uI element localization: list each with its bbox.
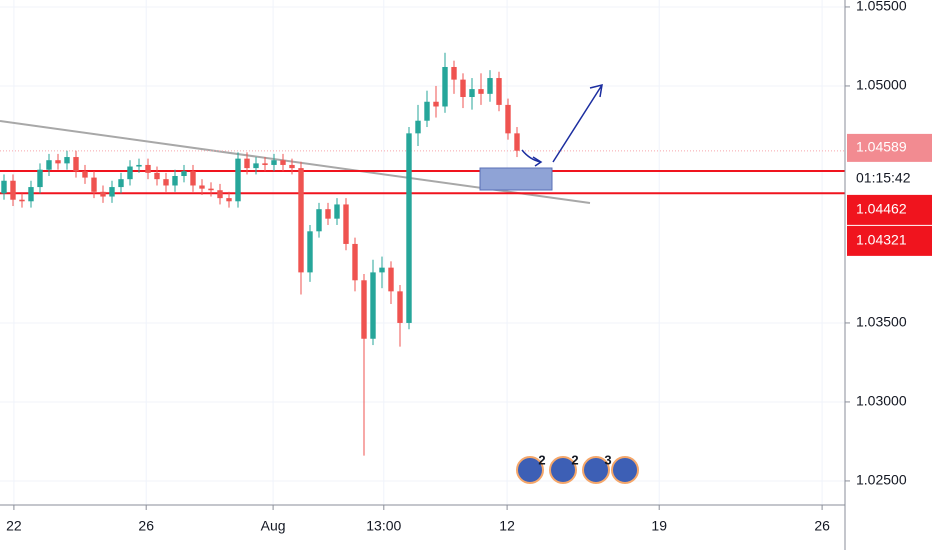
candle-body bbox=[181, 171, 187, 177]
candle-body bbox=[145, 164, 151, 173]
trend-line bbox=[0, 120, 591, 204]
candle-body bbox=[73, 157, 79, 172]
candle-body bbox=[28, 187, 34, 202]
candle-body bbox=[10, 180, 16, 200]
levels bbox=[0, 150, 845, 195]
y-tick-label: 1.02500 bbox=[856, 472, 907, 488]
candle-body bbox=[244, 158, 250, 169]
candle-body bbox=[343, 204, 349, 244]
candle-body bbox=[64, 157, 70, 164]
candle-body bbox=[1, 180, 7, 194]
candle-body bbox=[352, 243, 358, 281]
candle-body bbox=[397, 291, 403, 323]
candle-body bbox=[370, 272, 376, 339]
countdown-box bbox=[847, 164, 932, 193]
event-icon bbox=[549, 456, 577, 484]
y-tick-label: 1.05000 bbox=[856, 77, 907, 93]
last-price-label: 1.04589 bbox=[856, 139, 907, 155]
event-count: 3 bbox=[604, 452, 611, 467]
candle-body bbox=[253, 163, 259, 169]
x-tick-label: 26 bbox=[138, 518, 154, 534]
candle-body bbox=[325, 209, 331, 219]
x-tick-label: Aug bbox=[261, 518, 286, 534]
candle-body bbox=[388, 267, 394, 292]
x-tick-label: 12 bbox=[499, 518, 515, 534]
x-tick-label: 13:00 bbox=[366, 518, 401, 534]
candle-body bbox=[496, 78, 502, 105]
candle-body bbox=[271, 160, 277, 165]
candle-body bbox=[82, 171, 88, 178]
x-tick-label: 26 bbox=[814, 518, 830, 534]
candle-body bbox=[460, 79, 466, 98]
candle-body bbox=[316, 209, 322, 232]
candle-body bbox=[433, 101, 439, 107]
last-price-box bbox=[847, 133, 932, 162]
candle-body bbox=[163, 179, 169, 186]
candle-body bbox=[478, 89, 484, 94]
candle-body bbox=[109, 187, 115, 197]
candle-body bbox=[127, 166, 133, 180]
candle-body bbox=[280, 160, 286, 165]
candle-body bbox=[136, 164, 142, 167]
level-box bbox=[847, 194, 932, 225]
candle-body bbox=[406, 133, 412, 323]
candle-body bbox=[514, 133, 520, 151]
candle-body bbox=[190, 171, 196, 186]
candle-body bbox=[415, 120, 421, 134]
candle-body bbox=[91, 177, 97, 192]
candle-body bbox=[199, 185, 205, 189]
candle-body bbox=[226, 198, 232, 202]
candle-body bbox=[262, 163, 268, 165]
candles bbox=[1, 52, 520, 456]
level-label: 1.04462 bbox=[856, 201, 907, 217]
zone-box bbox=[479, 167, 553, 191]
arrow bbox=[521, 149, 543, 167]
candle-body bbox=[361, 280, 367, 339]
candle-body bbox=[451, 66, 457, 80]
candle-body bbox=[19, 199, 25, 202]
x-tick-label: 22 bbox=[6, 518, 22, 534]
candle-body bbox=[442, 66, 448, 107]
candle-body bbox=[208, 188, 214, 191]
y-tick-label: 1.03500 bbox=[856, 314, 907, 330]
event-count: 2 bbox=[538, 452, 545, 467]
x-tick-label: 19 bbox=[651, 518, 667, 534]
candle-body bbox=[289, 164, 295, 169]
candle-body bbox=[55, 160, 61, 164]
y-tick-label: 1.03000 bbox=[856, 393, 907, 409]
candle-body bbox=[235, 158, 241, 202]
candle-body bbox=[172, 176, 178, 186]
candle-body bbox=[469, 89, 475, 98]
candle-body bbox=[298, 168, 304, 273]
candle-body bbox=[334, 204, 340, 219]
candle-body bbox=[307, 231, 313, 273]
candle-body bbox=[505, 104, 511, 134]
arrow bbox=[552, 83, 603, 163]
countdown-label: 01:15:42 bbox=[856, 170, 911, 186]
event-icon bbox=[582, 456, 610, 484]
candle-body bbox=[424, 101, 430, 121]
candle-body bbox=[100, 191, 106, 197]
candle-body bbox=[37, 169, 43, 188]
level-box bbox=[847, 225, 932, 256]
event-icon bbox=[611, 456, 639, 484]
event-icon bbox=[516, 456, 544, 484]
y-tick-label: 1.05500 bbox=[856, 0, 907, 14]
candle-body bbox=[379, 267, 385, 273]
candle-body bbox=[46, 160, 52, 170]
event-count: 2 bbox=[571, 452, 578, 467]
candle-body bbox=[217, 190, 223, 199]
grid bbox=[0, 0, 845, 505]
level-label: 1.04321 bbox=[856, 232, 907, 248]
event-icons bbox=[516, 456, 639, 484]
candle-body bbox=[154, 172, 160, 180]
candle-body bbox=[487, 78, 493, 94]
candle-body bbox=[118, 179, 124, 188]
